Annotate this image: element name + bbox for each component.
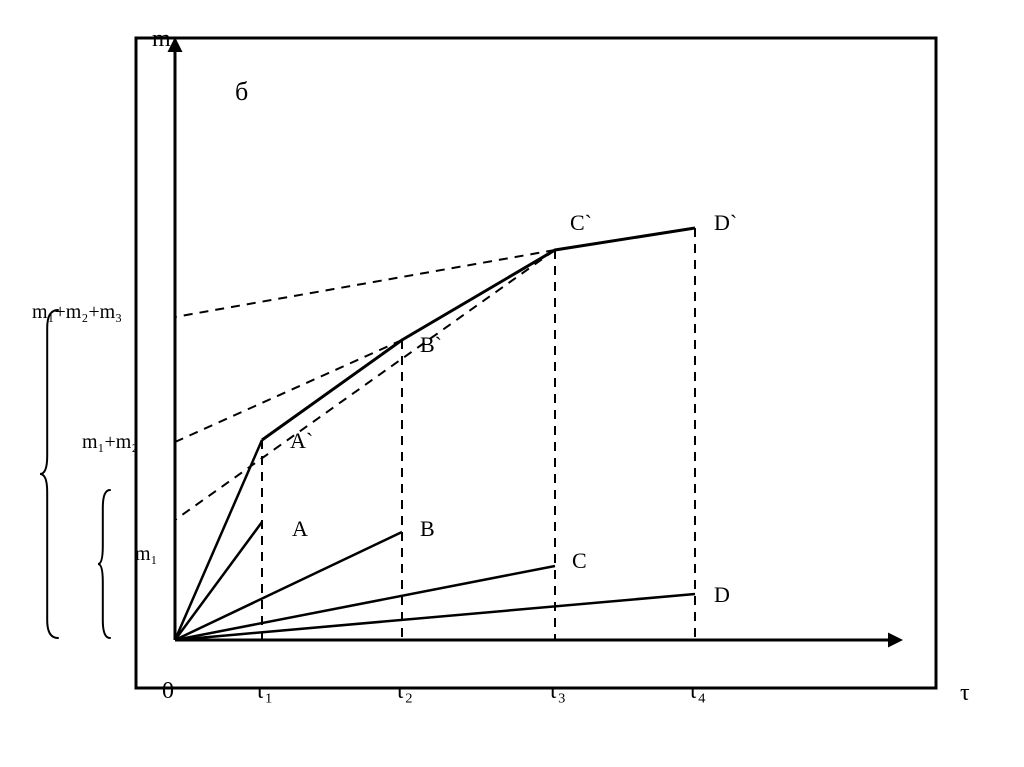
point-label-A_prime: A` — [290, 428, 313, 453]
y-label-m123: m₁+m₂+m₃ — [32, 301, 122, 323]
x-tick-t3: τ₃ — [548, 678, 566, 704]
point-label-C: C — [572, 548, 587, 573]
panel-label: б — [235, 77, 248, 106]
point-label-B: B — [420, 516, 435, 541]
y-axis-label: m — [152, 26, 171, 52]
y-label-m12: m₁+m₂ — [82, 431, 138, 453]
chart-svg: A A` B B` C C` D D` m τ 0 б τ₁ τ₂ τ₃ τ₄ m₁ m₁+m₂ m₁+m₂+m₃ — [0, 0, 1024, 767]
x-tick-t2: τ₂ — [395, 678, 413, 704]
upper-polyline — [262, 228, 695, 440]
point-label-D_prime: D` — [714, 210, 737, 235]
x-tick-t4: τ₄ — [688, 678, 706, 704]
x-tick-t1: τ₁ — [255, 678, 273, 704]
origin-label: 0 — [162, 678, 174, 704]
chart-container: A A` B B` C C` D D` m τ 0 б τ₁ τ₂ τ₃ τ₄ m₁ m₁+m₂ m₁+m₂+m₃ — [0, 0, 1024, 767]
brace-outer — [40, 310, 58, 638]
brace-inner — [98, 490, 110, 638]
plot-frame — [136, 38, 936, 688]
point-label-D: D — [714, 582, 730, 607]
point-label-B_prime: B` — [420, 332, 442, 357]
backproj — [175, 250, 555, 520]
y-label-m1: m₁ — [135, 543, 158, 565]
x-axis-label: τ — [960, 680, 970, 706]
point-label-A: A — [292, 516, 308, 541]
ray-to-C — [175, 566, 555, 640]
ray-to-D — [175, 594, 695, 640]
backproj — [175, 340, 402, 442]
point-label-C_prime: C` — [570, 210, 592, 235]
